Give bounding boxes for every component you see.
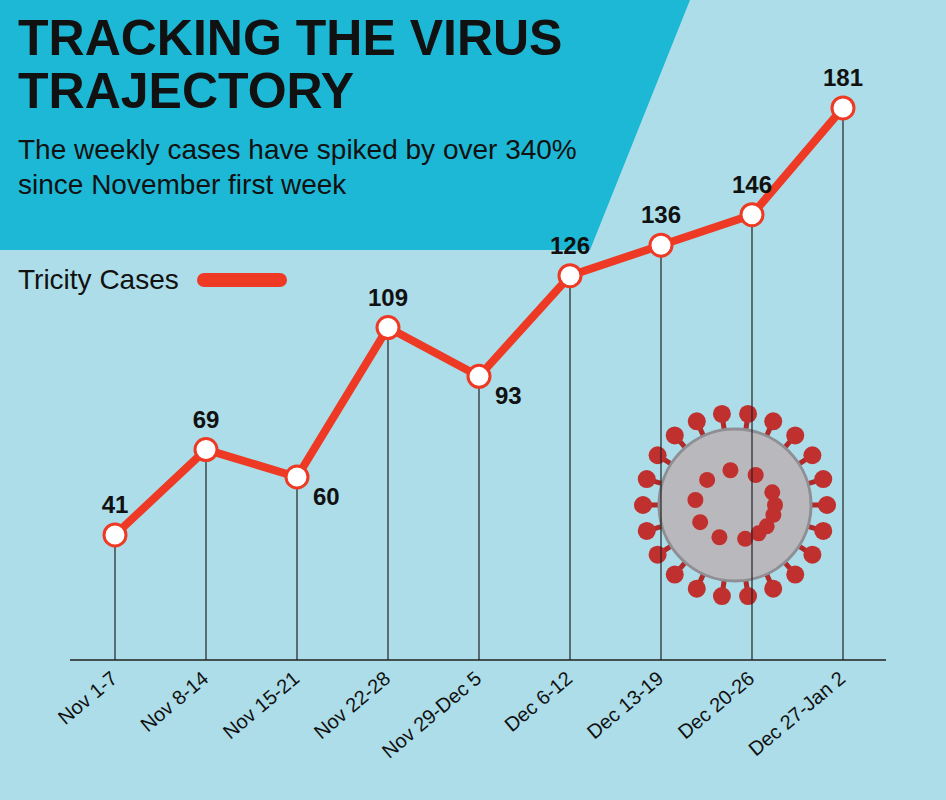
svg-text:69: 69 (193, 406, 220, 433)
svg-text:Dec 27-Jan 2: Dec 27-Jan 2 (744, 667, 849, 760)
svg-text:146: 146 (732, 171, 772, 198)
svg-text:126: 126 (550, 232, 590, 259)
svg-text:Nov 29-Dec 5: Nov 29-Dec 5 (378, 667, 486, 762)
svg-text:Nov 8-14: Nov 8-14 (136, 667, 212, 736)
svg-text:109: 109 (368, 284, 408, 311)
svg-text:Dec 13-19: Dec 13-19 (583, 667, 668, 743)
svg-text:Nov 22-28: Nov 22-28 (310, 667, 395, 743)
svg-text:41: 41 (102, 491, 129, 518)
svg-text:Nov 1-7: Nov 1-7 (54, 667, 122, 729)
svg-text:Nov 15-21: Nov 15-21 (219, 667, 304, 743)
svg-text:136: 136 (641, 201, 681, 228)
svg-text:181: 181 (823, 64, 863, 91)
html-text:The weekly cases have spiked b: The weekly cases have spiked by over 340… (18, 134, 577, 200)
svg-text:Dec 20-26: Dec 20-26 (674, 667, 759, 743)
html-text:Tricity Cases: Tricity Cases (18, 264, 179, 295)
html-text:TRACKING THE VIRUS TRAJECTORY: TRACKING THE VIRUS TRAJECTORY (18, 10, 563, 119)
svg-text:93: 93 (495, 382, 522, 409)
svg-text:60: 60 (313, 483, 340, 510)
svg-text:Dec 6-12: Dec 6-12 (500, 667, 576, 736)
